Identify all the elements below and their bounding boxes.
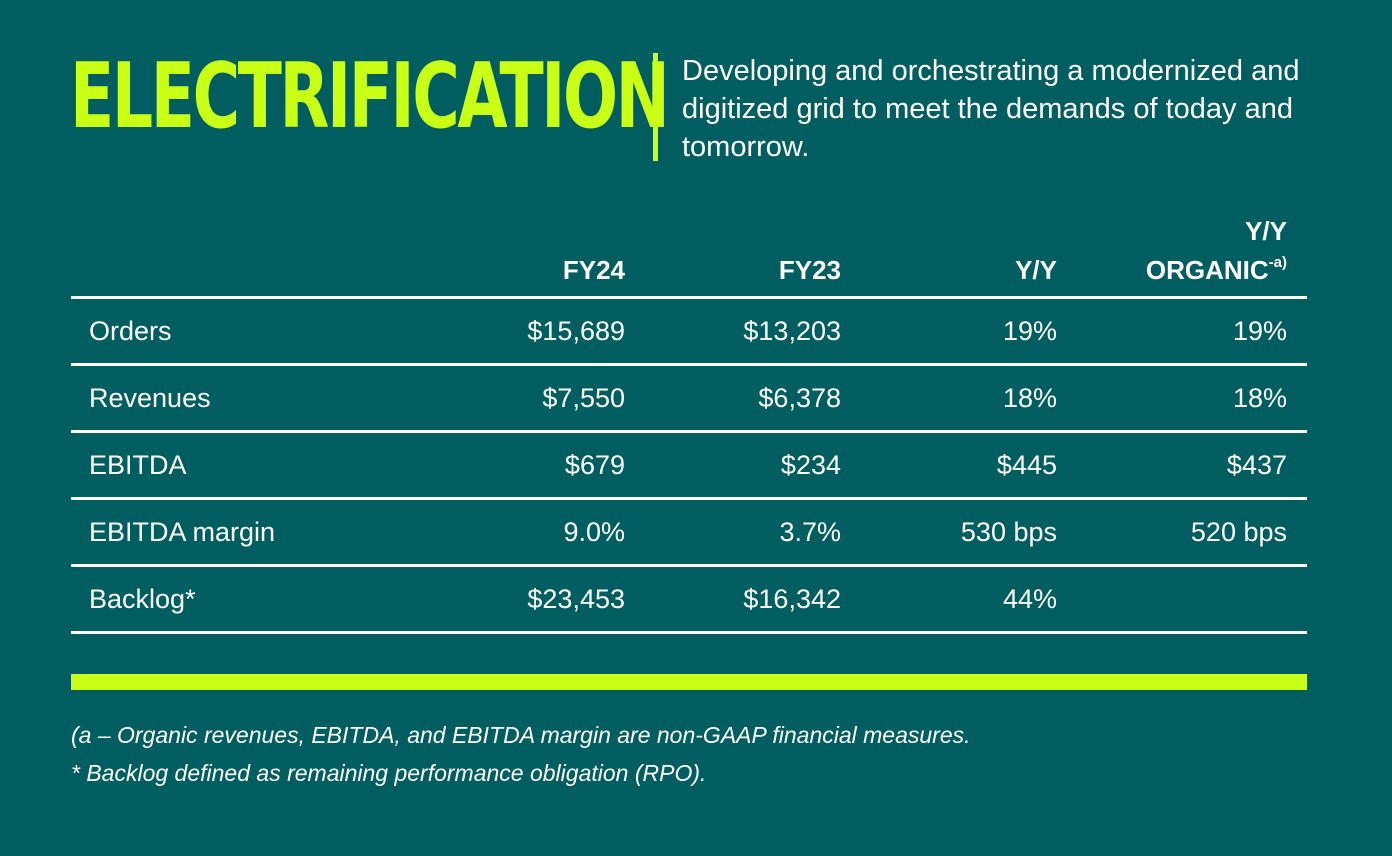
- cell-yy: 530 bps: [960, 517, 1057, 547]
- cell-organic: 18%: [1232, 383, 1287, 413]
- cell-fy24: 9.0%: [563, 517, 625, 547]
- cell-fy24: $15,689: [527, 316, 625, 346]
- cell-fy23: $6,378: [758, 383, 841, 413]
- row-label: Revenues: [89, 383, 211, 413]
- cell-fy23: $13,203: [743, 316, 841, 346]
- footnote-organic: (a – Organic revenues, EBITDA, and EBITD…: [71, 722, 971, 748]
- table-header: FY24 FY23 Y/Y Y/Y ORGANIC-a): [71, 216, 1307, 299]
- cell-organic: 520 bps: [1190, 517, 1287, 547]
- row-label: Backlog*: [89, 584, 196, 614]
- cell-yy: 19%: [1002, 316, 1057, 346]
- cell-fy23: 3.7%: [779, 517, 841, 547]
- cell-fy24: $23,453: [527, 584, 625, 614]
- cell-fy24: $7,550: [542, 383, 625, 413]
- cell-yy: $445: [996, 450, 1057, 480]
- column-header-yy: Y/Y: [1015, 255, 1057, 285]
- column-header-yy-organic: Y/Y ORGANIC-a): [1146, 215, 1287, 286]
- tagline: Developing and orchestrating a modernize…: [682, 55, 1300, 163]
- row-label: Orders: [89, 316, 172, 346]
- accent-bar: [71, 674, 1307, 690]
- page-title: ELECTRIFICATION: [70, 44, 670, 149]
- column-header-fy23: FY23: [778, 255, 841, 285]
- cell-fy24: $679: [564, 450, 625, 480]
- footnote-marker: -a): [1268, 254, 1287, 271]
- row-label: EBITDA: [89, 450, 187, 480]
- row-label: EBITDA margin: [89, 517, 276, 547]
- cell-fy23: $234: [780, 450, 841, 480]
- cell-yy: 44%: [1002, 584, 1057, 614]
- organic-label: ORGANIC: [1145, 255, 1269, 285]
- column-header-organic-line2: ORGANIC-a): [1146, 247, 1287, 286]
- cell-fy23: $16,342: [743, 584, 841, 614]
- cell-organic: 19%: [1232, 316, 1287, 346]
- column-header-fy24: FY24: [562, 255, 625, 285]
- financial-table: FY24 FY23 Y/Y Y/Y ORGANIC-a) Orders $15,…: [71, 216, 1307, 634]
- title-divider: [653, 53, 658, 161]
- table-row-ebitda-margin: EBITDA margin 9.0% 3.7% 530 bps 520 bps: [71, 500, 1307, 567]
- footnote-backlog: * Backlog defined as remaining performan…: [71, 760, 707, 786]
- table-row-revenues: Revenues $7,550 $6,378 18% 18%: [71, 366, 1307, 433]
- cell-yy: 18%: [1002, 383, 1057, 413]
- cell-organic: $437: [1226, 450, 1287, 480]
- column-header-organic-line1: Y/Y: [1245, 216, 1287, 246]
- table-row-backlog: Backlog* $23,453 $16,342 44%: [71, 567, 1307, 634]
- table-row-ebitda: EBITDA $679 $234 $445 $437: [71, 433, 1307, 500]
- table-row-orders: Orders $15,689 $13,203 19% 19%: [71, 299, 1307, 366]
